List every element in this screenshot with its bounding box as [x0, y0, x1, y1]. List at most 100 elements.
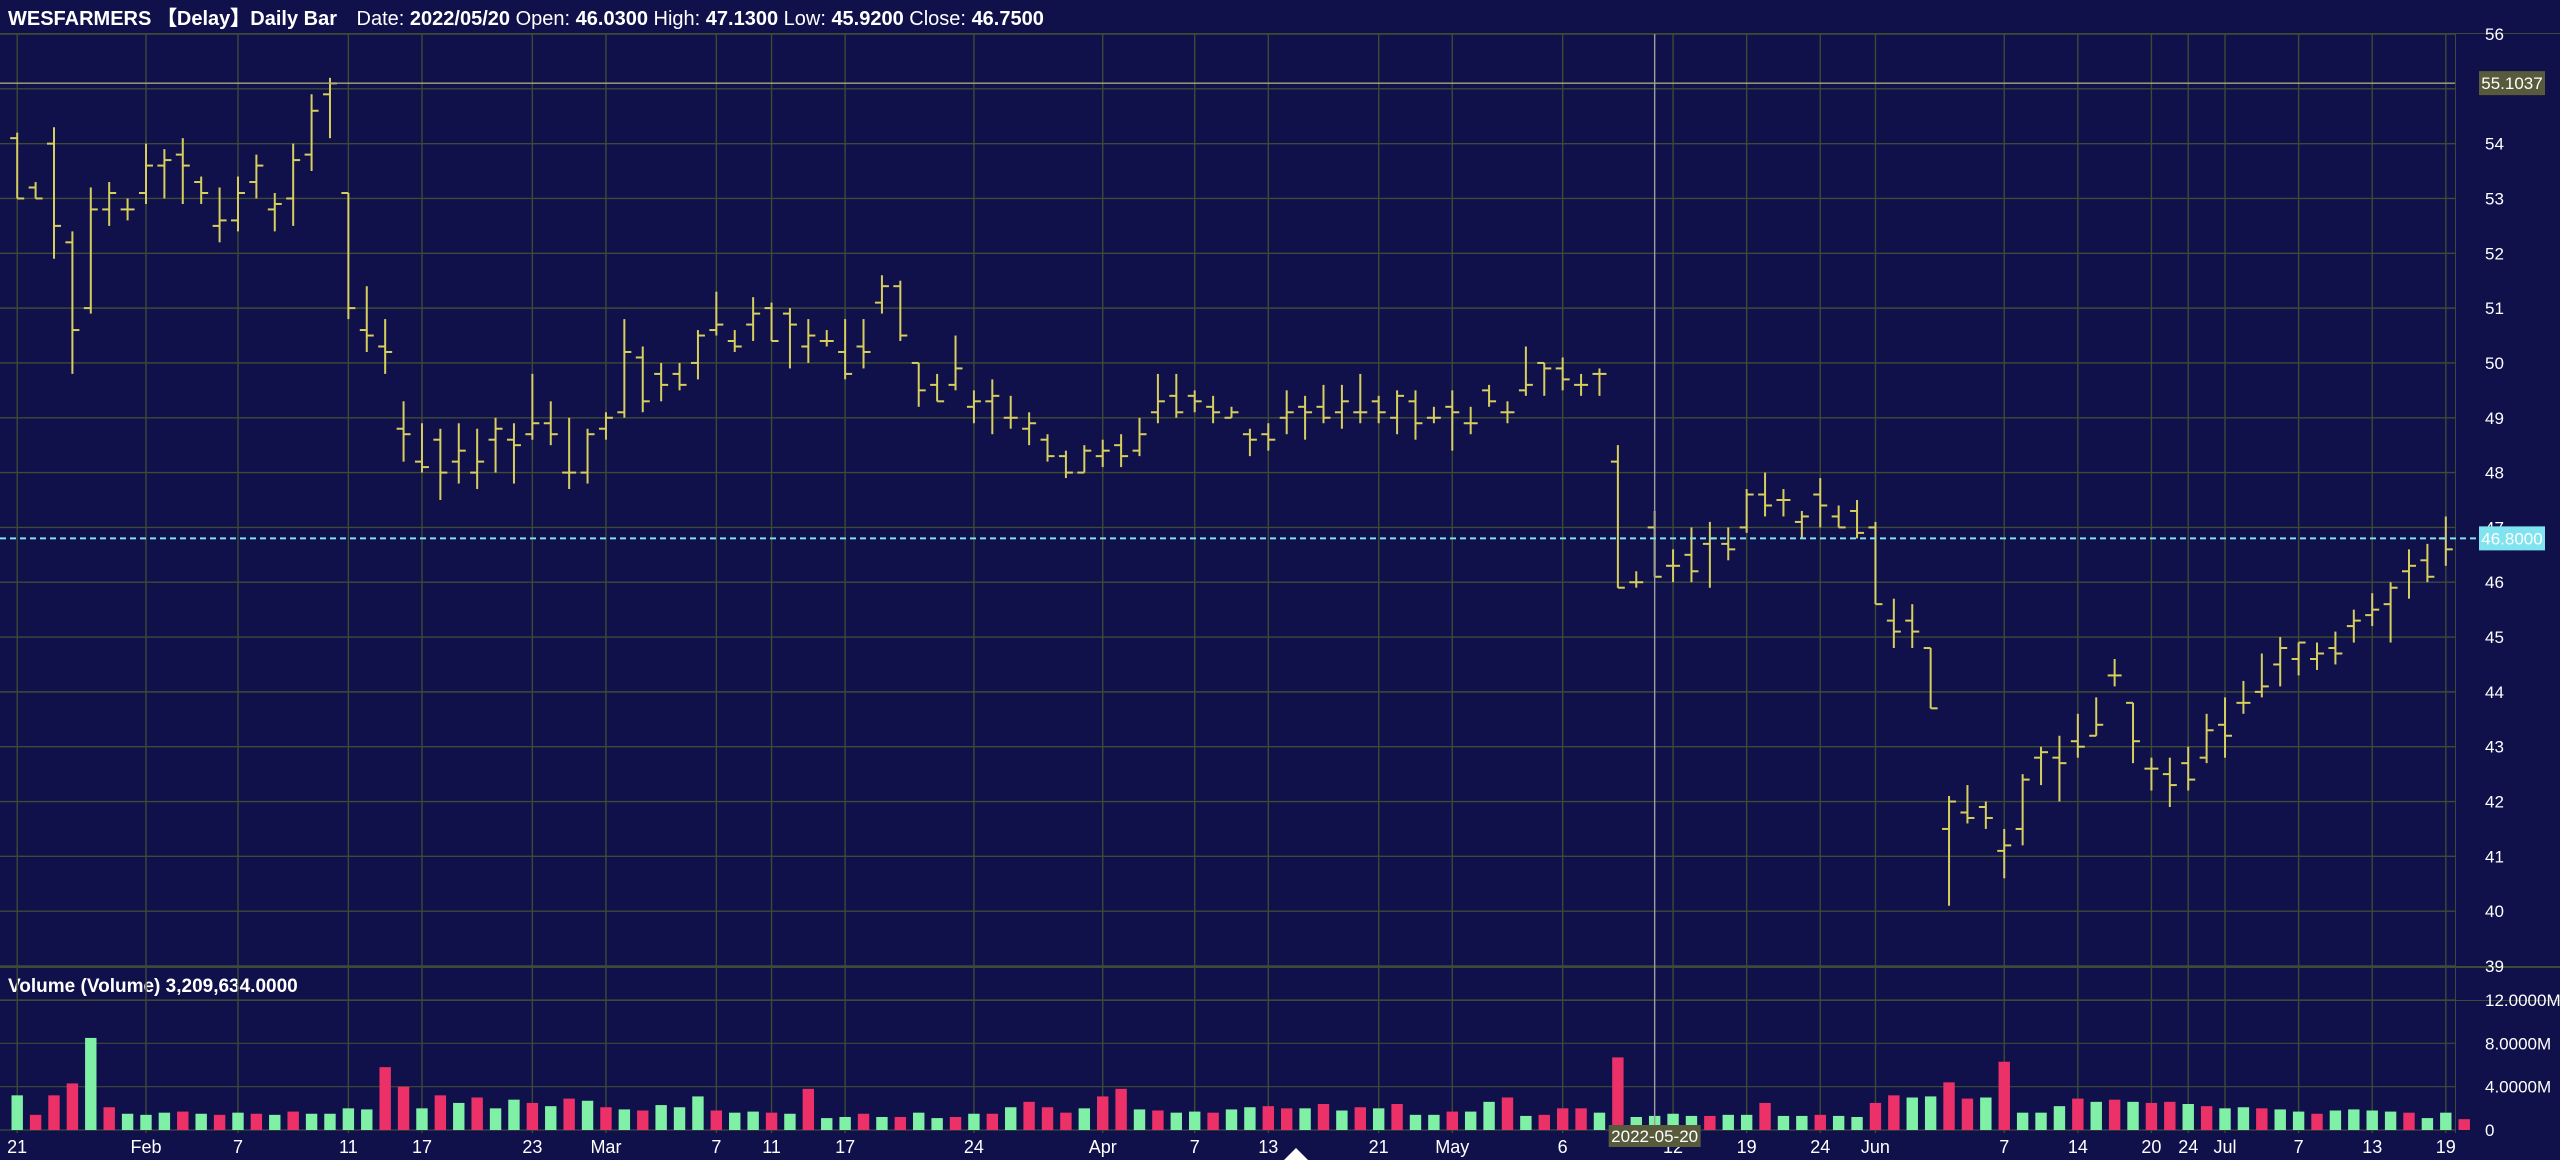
ohlc-bar	[1758, 472, 1773, 517]
ohlc-bar	[1040, 434, 1055, 462]
volume-axis-tick-label: 12.0000M	[2485, 991, 2560, 1010]
ohlc-bar	[1813, 478, 1828, 528]
volume-bar	[1280, 1108, 1293, 1130]
ohlc-bar	[819, 330, 834, 347]
volume-bar	[508, 1099, 520, 1130]
ohlc-bar	[451, 423, 466, 484]
volume-bar	[2145, 1102, 2158, 1130]
ohlc-bar	[1978, 801, 1993, 829]
ohlc-bar	[1555, 357, 1570, 391]
ohlc-bar	[1022, 412, 1037, 446]
x-axis-tick-label: 7	[2294, 1137, 2304, 1157]
volume-bar	[103, 1107, 115, 1130]
x-axis-tick-label: 21	[7, 1137, 27, 1157]
ohlc-bar	[1960, 785, 1975, 824]
volume-bar	[839, 1117, 851, 1130]
price-axis-tick-label: 49	[2485, 409, 2504, 428]
x-axis-tick-label: 13	[1258, 1137, 1278, 1157]
ohlc-bar	[2181, 746, 2196, 791]
volume-bar	[2182, 1104, 2194, 1130]
volume-bar	[361, 1109, 373, 1130]
volume-bar	[821, 1118, 833, 1130]
x-axis-tick-label: Mar	[590, 1137, 621, 1157]
ohlc-bar	[414, 423, 429, 473]
ohlc-bar	[433, 428, 448, 500]
x-axis-tick-label: 14	[2068, 1137, 2088, 1157]
volume-bar	[121, 1113, 134, 1130]
x-axis-tick-label: Jul	[2214, 1137, 2237, 1157]
ohlc-bar	[10, 132, 25, 200]
ohlc-bar	[488, 417, 503, 473]
volume-bar	[1943, 1082, 1955, 1130]
volume-bar	[2072, 1098, 2084, 1130]
volume-bar	[2053, 1106, 2066, 1130]
high-reference-label: 55.1037	[2481, 74, 2542, 93]
ohlc-bar	[1684, 527, 1699, 583]
ohlc-bar	[1224, 406, 1239, 419]
ohlc-bar	[580, 428, 595, 484]
volume-bar	[968, 1113, 980, 1130]
ohlc-bar	[2162, 757, 2177, 808]
volume-bar	[894, 1117, 907, 1130]
x-axis-tick-label: 24	[1810, 1137, 1830, 1157]
ohlc-bar	[194, 176, 209, 204]
volume-bar	[2035, 1112, 2047, 1130]
ohlc-bar	[598, 412, 613, 440]
volume-bar	[66, 1083, 79, 1130]
volume-bar	[1428, 1114, 1440, 1130]
volume-bar	[1336, 1110, 1348, 1130]
ohlc-bar	[2218, 697, 2233, 758]
volume-bar	[1851, 1117, 1863, 1130]
ohlc-bar	[1831, 505, 1846, 529]
volume-bar	[545, 1106, 557, 1130]
volume-bar	[1354, 1107, 1366, 1130]
ohlc-bar	[838, 319, 853, 380]
volume-bar	[1078, 1108, 1091, 1130]
ohlc-bar	[764, 302, 779, 343]
ohlc-bar	[1261, 423, 1276, 451]
ohlc-bar	[1114, 434, 1129, 468]
volume-bar	[1538, 1114, 1550, 1130]
ohlc-bar	[690, 330, 705, 380]
ohlc-bar	[1316, 384, 1331, 424]
ohlc-bar	[1371, 395, 1386, 424]
volume-bar	[747, 1111, 759, 1130]
volume-bar	[11, 1095, 23, 1130]
ohlc-bar	[1721, 527, 1736, 561]
ohlc-bar	[2402, 549, 2416, 599]
current-price-label-bg	[2479, 526, 2545, 551]
ohlc-bar	[1997, 828, 2012, 879]
volume-bar	[802, 1088, 815, 1130]
ohlc-bar	[2015, 774, 2030, 846]
ohlc-bar	[1886, 598, 1901, 649]
volume-bar	[765, 1112, 778, 1130]
ohlc-bar	[911, 361, 926, 407]
ohlc-bar	[1390, 390, 1405, 435]
ohlc-bar	[856, 319, 871, 369]
volume-bar	[1409, 1114, 1422, 1130]
volume-bar	[232, 1112, 244, 1130]
x-axis-tick-label: 7	[233, 1137, 243, 1157]
volume-bar	[324, 1113, 336, 1130]
x-axis-tick-label: 23	[522, 1137, 542, 1157]
volume-axis-tick-label: 0	[2485, 1121, 2494, 1140]
ohlc-bar	[1739, 489, 1754, 533]
volume-bar	[1704, 1115, 1716, 1130]
ohlc-bar	[1942, 796, 1957, 906]
volume-bar	[140, 1114, 152, 1130]
ohlc-bar	[102, 182, 117, 226]
volume-bar	[48, 1095, 60, 1130]
high-value: 47.1300	[705, 8, 779, 30]
ohlc-bar	[28, 182, 43, 200]
price-axis-tick-label: 41	[2485, 847, 2504, 866]
volume-bar	[269, 1114, 281, 1130]
ohlc-bar	[2273, 637, 2288, 687]
volume-bar	[1501, 1097, 1514, 1130]
ohlc-bar	[2365, 593, 2380, 627]
ohlc-bar	[727, 330, 742, 352]
price-axis-tick-label: 53	[2485, 189, 2504, 208]
ohlc-bar	[1482, 384, 1497, 407]
volume-bar	[2274, 1109, 2286, 1130]
ohlc-bar	[985, 379, 1000, 435]
